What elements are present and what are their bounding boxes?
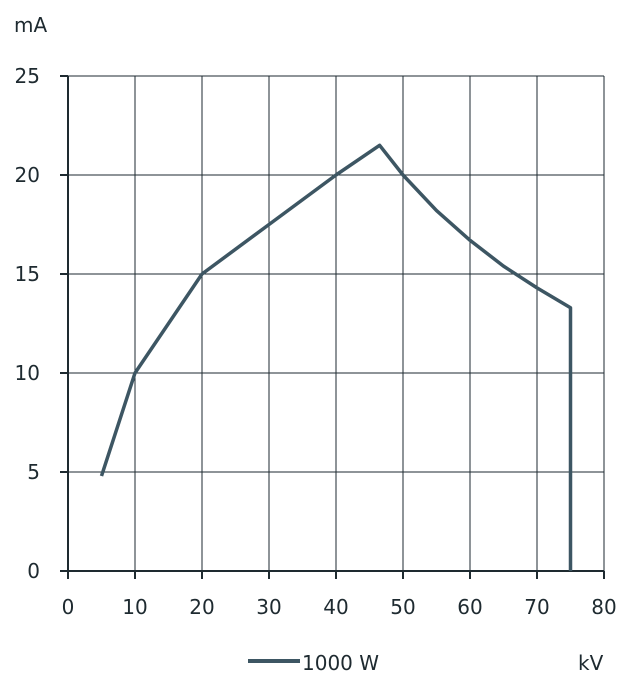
x-tick-label-50: 50	[390, 595, 415, 619]
x-tick-label-60: 60	[457, 595, 482, 619]
x-tick-label-30: 30	[256, 595, 281, 619]
x-axis-unit: kV	[578, 651, 604, 674]
legend-label: 1000 W	[302, 651, 379, 674]
x-tick-label-20: 20	[189, 595, 214, 619]
x-tick-label-40: 40	[323, 595, 348, 619]
legend: 1000 W	[248, 651, 379, 674]
x-tick-label-70: 70	[524, 595, 549, 619]
x-tick-labels: 0 10 20 30 40 50 60 70 80	[62, 595, 617, 619]
y-axis-unit: mA	[14, 13, 47, 37]
y-tick-label-0: 0	[27, 559, 40, 583]
axes	[60, 75, 605, 579]
y-tick-label-25: 25	[15, 64, 40, 88]
series-line-0	[99, 143, 573, 571]
x-tick-label-10: 10	[122, 595, 147, 619]
grid	[68, 75, 605, 571]
y-tick-label-20: 20	[15, 163, 40, 187]
x-tick-label-0: 0	[62, 595, 75, 619]
x-tick-label-80: 80	[591, 595, 616, 619]
y-tick-label-15: 15	[15, 262, 40, 286]
y-tick-labels: 0 5 10 15 20 25	[15, 64, 40, 583]
y-tick-label-10: 10	[15, 361, 40, 385]
series-layer	[99, 143, 573, 571]
y-tick-label-5: 5	[27, 460, 40, 484]
